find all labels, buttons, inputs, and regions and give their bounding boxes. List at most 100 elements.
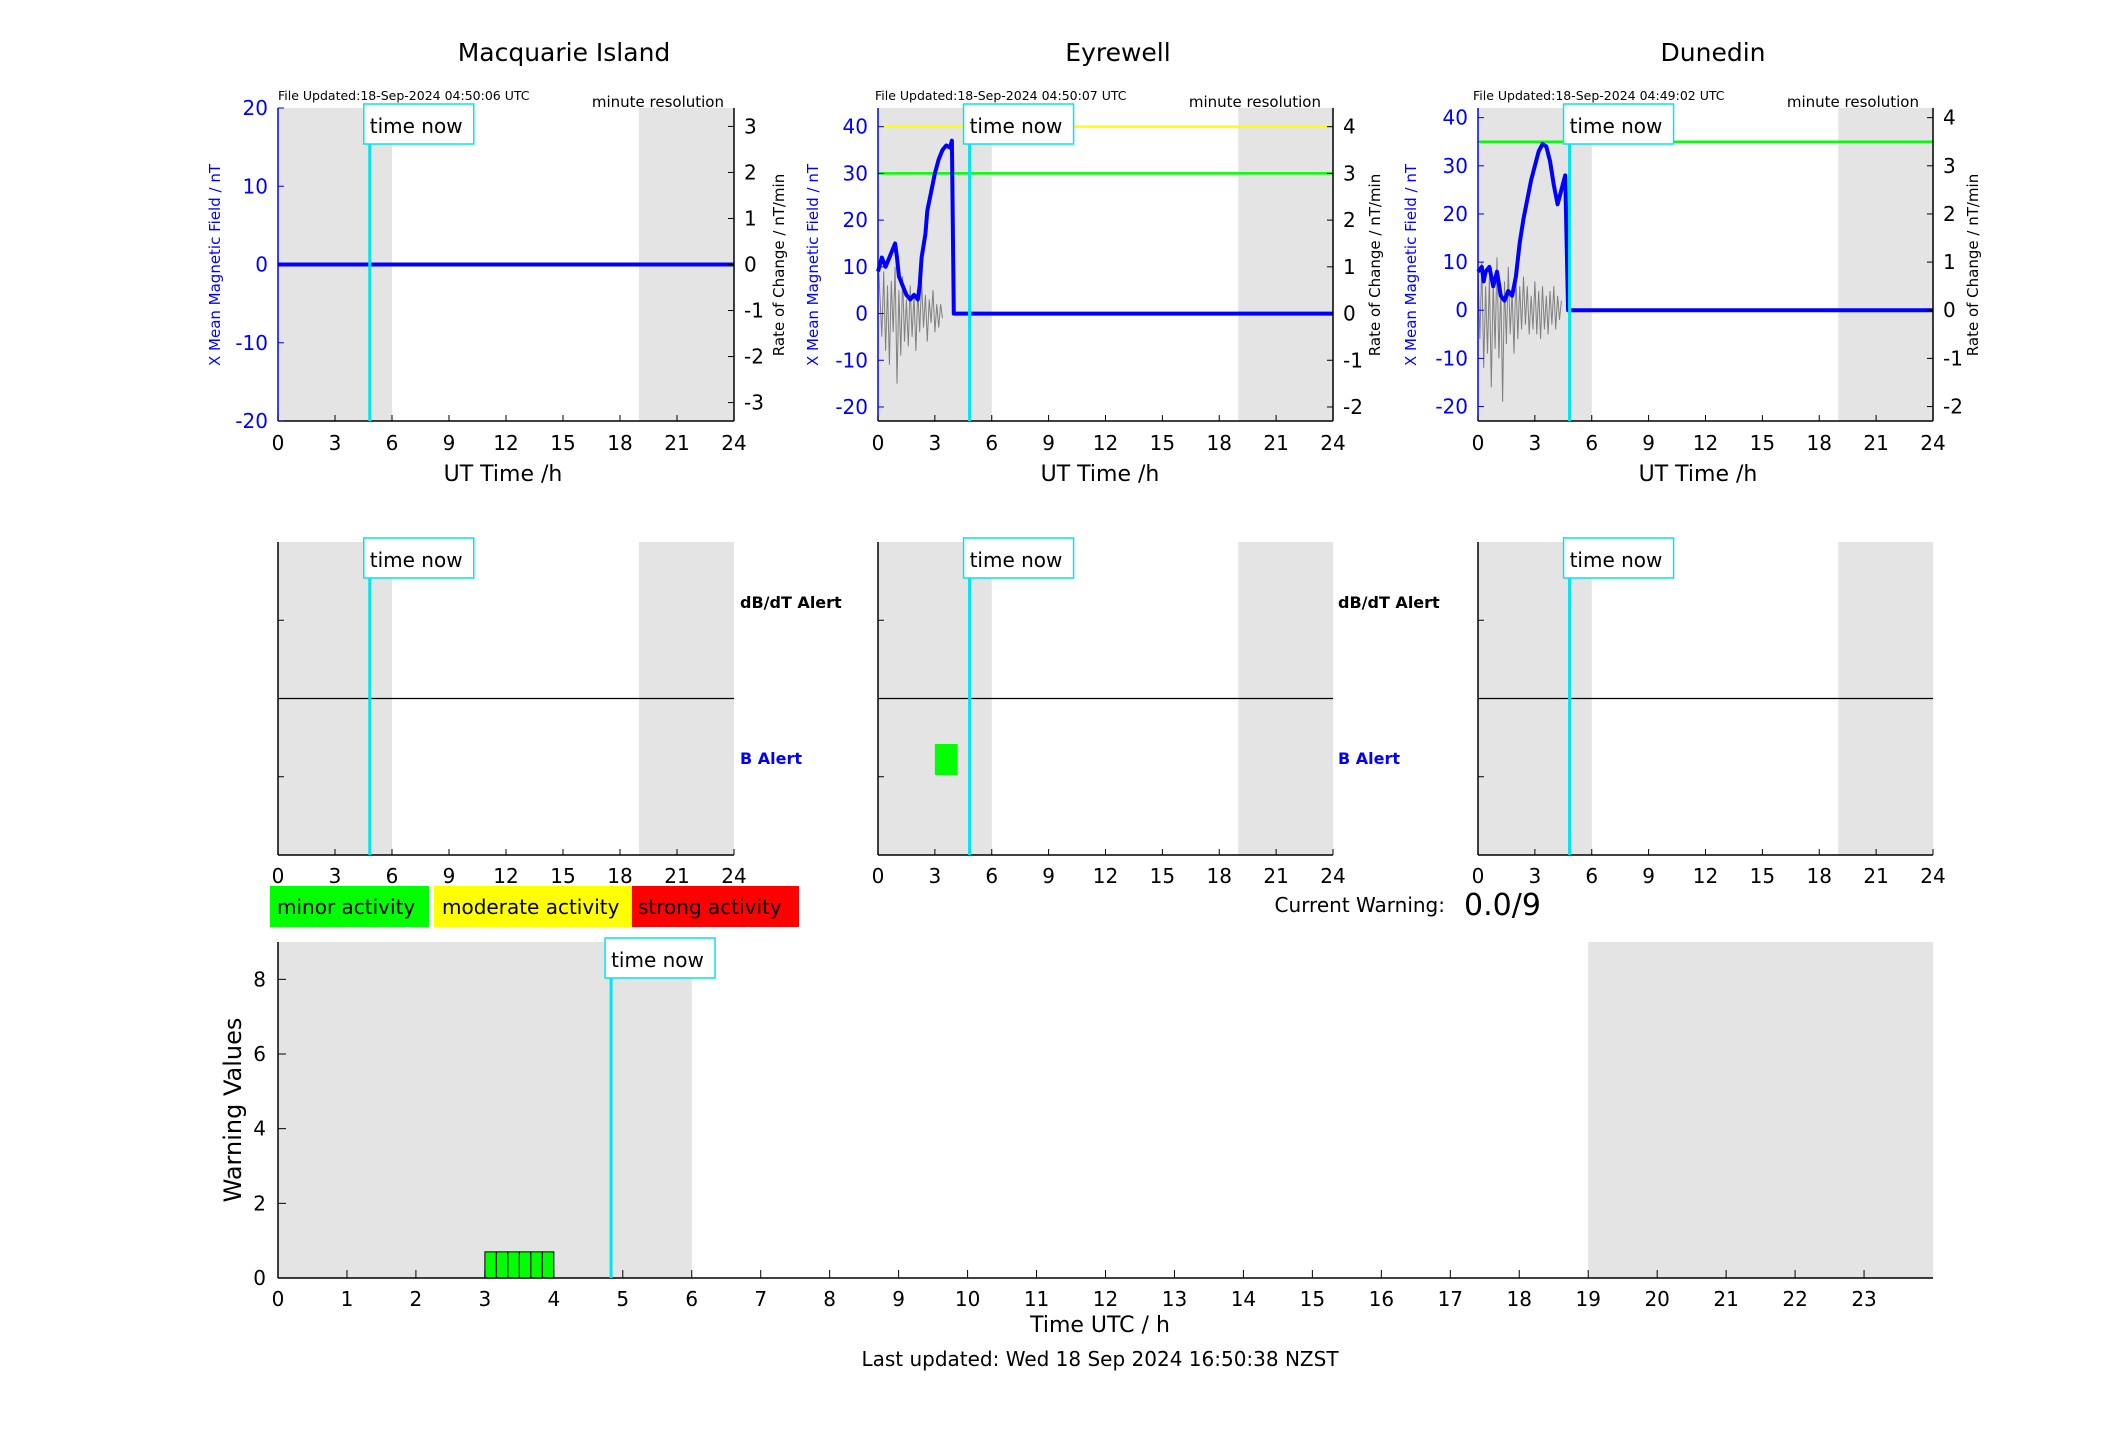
y-right-tick-label: 3: [1943, 154, 1956, 178]
y-right-tick-label: -2: [744, 345, 764, 369]
x-tick-label: 3: [929, 864, 942, 888]
file-updated-dunedin: File Updated:18-Sep-2024 04:49:02 UTC: [1473, 88, 1725, 103]
x-tick-label: 6: [985, 864, 998, 888]
night-shade: [1478, 108, 1592, 421]
y-left-tick-label: -10: [835, 348, 868, 372]
night-shade: [1838, 108, 1933, 421]
x-tick-label: 3: [479, 1287, 492, 1311]
y-left-tick-label: -10: [235, 331, 268, 355]
y-left-tick-label: 10: [1443, 250, 1468, 274]
y-right-tick-label: -2: [1343, 395, 1363, 419]
alert-block: [934, 744, 958, 775]
time-now-marker-label: time now: [970, 548, 1063, 572]
y-right-tick-label: 1: [1943, 250, 1956, 274]
resolution-macquarie: minute resolution: [592, 93, 724, 111]
time-now-marker-box: [1562, 103, 1675, 145]
x-tick-label: 15: [550, 431, 575, 455]
x-tick-label: 15: [1150, 864, 1175, 888]
y-left-tick-label: -20: [235, 409, 268, 433]
time-now-marker-label: time now: [970, 114, 1063, 138]
time-now-marker-label: time now: [370, 548, 463, 572]
x-tick-label: 3: [329, 864, 342, 888]
alert-plot-2: 0 3 6 9 12 15 18 21 24 time now: [872, 537, 1346, 888]
time-now-marker-box: [363, 537, 475, 579]
y-right-label-macquarie: Rate of Change / nT/min: [770, 174, 788, 356]
file-updated-macquarie: File Updated:18-Sep-2024 04:50:06 UTC: [278, 88, 530, 103]
y-right-tick-label: 0: [1943, 298, 1956, 322]
x-tick-label: 3: [1529, 431, 1542, 455]
y-left-tick-label: 0: [255, 253, 268, 277]
station-title-eyrewell: Eyrewell: [1065, 38, 1170, 67]
x-tick-label: 24: [1920, 864, 1945, 888]
y-right-tick-label: 4: [1943, 106, 1956, 130]
dbdt-alert-label-eyrewell: dB/dT Alert: [1338, 593, 1440, 612]
x-tick-label: 9: [1042, 431, 1055, 455]
x-tick-label: 6: [685, 1287, 698, 1311]
x-tick-label: 22: [1782, 1287, 1807, 1311]
y-right-tick-label: 3: [1343, 161, 1356, 185]
x-tick-label: 24: [1320, 864, 1345, 888]
x-tick-label: 18: [1507, 1287, 1532, 1311]
x-tick-label: 13: [1162, 1287, 1187, 1311]
resolution-dunedin: minute resolution: [1787, 93, 1919, 111]
x-tick-label: 12: [1693, 864, 1718, 888]
warning-bar: [507, 1251, 520, 1279]
x-tick-label: 24: [721, 431, 746, 455]
warning-values-chart: 0 1 2 3 4 5 6 7 8 9 10 11 12 13 14 15 16 17 18 19 20 21 22 2302…: [253, 937, 1933, 1311]
y-left-tick-label: 30: [1443, 154, 1468, 178]
y-tick-label: 6: [253, 1042, 266, 1066]
y-right-tick-label: 1: [744, 206, 757, 230]
x-tick-label: 18: [1807, 864, 1832, 888]
warning-bar: [518, 1251, 532, 1279]
y-tick-label: 4: [253, 1117, 266, 1141]
time-now-marker-label: time now: [370, 114, 463, 138]
legend-swatch-strong: [632, 886, 799, 927]
x-label-eyrewell: UT Time /h: [1041, 462, 1160, 487]
x-tick-label: 12: [1093, 864, 1118, 888]
y-left-tick-label: 40: [1443, 106, 1468, 130]
x-tick-label: 9: [1642, 864, 1655, 888]
time-now-marker-box: [604, 937, 716, 979]
y-left-tick-label: 20: [1443, 202, 1468, 226]
y-left-tick-label: 30: [843, 161, 868, 185]
x-tick-label: 0: [872, 431, 885, 455]
x-tick-label: 6: [386, 431, 399, 455]
y-right-tick-label: 4: [1343, 115, 1356, 139]
field-plot-2: 0 3 6 9 12 15 18 21 24-20-10010203040-2-101234ti…: [835, 103, 1363, 455]
x-tick-label: 9: [1642, 431, 1655, 455]
x-tick-label: 14: [1231, 1287, 1256, 1311]
x-tick-label: 3: [329, 431, 342, 455]
y-right-label-eyrewell: Rate of Change / nT/min: [1366, 174, 1384, 356]
x-tick-label: 12: [1693, 431, 1718, 455]
y-right-tick-label: -1: [744, 299, 764, 323]
legend-label-moderate: moderate activity: [442, 895, 620, 919]
x-tick-label: 5: [616, 1287, 629, 1311]
x-tick-label: 21: [1263, 864, 1288, 888]
warning-bar: [495, 1251, 509, 1279]
x-tick-label: 0: [872, 864, 885, 888]
time-now-marker-label: time now: [1570, 114, 1663, 138]
x-tick-label: 21: [1863, 864, 1888, 888]
x-tick-label: 0: [1472, 864, 1485, 888]
time-now-marker-label: time now: [611, 948, 704, 972]
alert-plot-1: 0 3 6 9 12 15 18 21 24 time now: [272, 537, 747, 888]
x-tick-label: 15: [1750, 431, 1775, 455]
x-tick-label: 9: [892, 1287, 905, 1311]
x-tick-label: 10: [955, 1287, 980, 1311]
x-tick-label: 21: [1863, 431, 1888, 455]
legend-swatch-moderate: [434, 886, 632, 927]
x-tick-label: 8: [823, 1287, 836, 1311]
y-left-tick-label: 40: [843, 115, 868, 139]
x-tick-label: 21: [664, 431, 689, 455]
warning-bar: [541, 1251, 555, 1279]
x-tick-label: 4: [547, 1287, 560, 1311]
field-plot-3: 0 3 6 9 12 15 18 21 24-20-10010203040-2-101234ti…: [1435, 103, 1963, 455]
x-tick-label: 21: [664, 864, 689, 888]
night-shade: [1588, 942, 1933, 1278]
y-left-label-macquarie: X Mean Magnetic Field / nT: [206, 163, 224, 366]
y-left-tick-label: 20: [243, 96, 268, 120]
y-left-tick-label: 0: [1455, 298, 1468, 322]
station-title-macquarie: Macquarie Island: [458, 38, 671, 67]
y-right-tick-label: 1: [1343, 255, 1356, 279]
x-tick-label: 16: [1369, 1287, 1394, 1311]
